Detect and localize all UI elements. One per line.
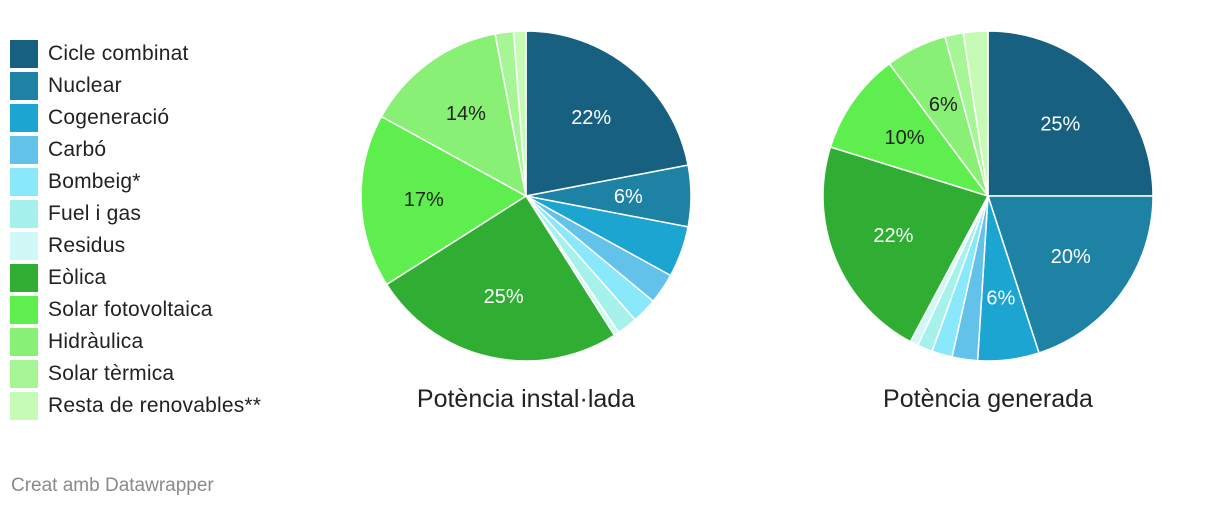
pie-slice	[987, 30, 1154, 197]
legend-item: Residus	[10, 230, 330, 262]
legend-swatch	[10, 296, 38, 324]
legend-swatch	[10, 392, 38, 420]
legend-swatch	[10, 360, 38, 388]
legend-item: Nuclear	[10, 70, 330, 102]
legend-item: Bombeig*	[10, 166, 330, 198]
legend-item: Cogeneració	[10, 102, 330, 134]
legend-label: Solar tèrmica	[48, 362, 175, 385]
legend-label: Cogeneració	[48, 106, 170, 129]
pie-slice	[385, 194, 616, 362]
legend-label: Eòlica	[48, 266, 107, 289]
pie-slice	[525, 30, 689, 197]
legend-item: Solar tèrmica	[10, 358, 330, 390]
pie-chart: 25%20%6%22%10%6%Potència generada	[822, 30, 1154, 413]
slice-label: 25%	[484, 286, 524, 308]
legend-item: Carbó	[10, 134, 330, 166]
credit-text: Creat amb Datawrapper	[11, 475, 214, 496]
legend-label: Hidràulica	[48, 330, 144, 353]
legend-label: Carbó	[48, 138, 107, 161]
chart-title: Potència generada	[883, 385, 1093, 413]
pie-chart: 22% 6% 25% 17% 14% Potència instal·lada	[360, 30, 692, 413]
slice-label: 14%	[446, 103, 486, 125]
legend-item: Solar fotovoltaica	[10, 294, 330, 326]
legend-label: Nuclear	[48, 74, 122, 97]
slice-label: 6%	[986, 287, 1015, 309]
slice-label: 6%	[929, 94, 958, 116]
legend-swatch	[10, 200, 38, 228]
pie-slice	[829, 62, 990, 198]
legend-item: Resta de renovables**	[10, 390, 330, 422]
legend-label: Resta de renovables**	[48, 394, 262, 417]
pie-slice	[986, 195, 1154, 354]
slice-label: 10%	[884, 127, 924, 149]
slice-label: 22%	[571, 107, 611, 129]
slice-label: 17%	[404, 189, 444, 211]
slice-label: 20%	[1051, 246, 1091, 268]
legend-swatch	[10, 104, 38, 132]
legend-label: Fuel i gas	[48, 202, 142, 225]
legend: Cicle combinat Nuclear Cogeneració Carbó Bom…	[10, 38, 330, 422]
slice-label: 25%	[1040, 114, 1080, 136]
pie-slice	[512, 30, 527, 197]
pie-slice	[380, 33, 528, 198]
pie-slice	[360, 115, 528, 286]
legend-swatch	[10, 72, 38, 100]
legend-label: Residus	[48, 234, 126, 257]
legend-swatch	[10, 328, 38, 356]
legend-swatch	[10, 264, 38, 292]
slice-label: 22%	[873, 225, 913, 247]
pie-slice	[822, 146, 990, 343]
legend-label: Cicle combinat	[48, 42, 189, 65]
chart-title: Potència instal·lada	[417, 385, 635, 413]
legend-swatch	[10, 40, 38, 68]
slice-label: 6%	[614, 186, 643, 208]
legend-item: Eòlica	[10, 262, 330, 294]
legend-item: Hidràulica	[10, 326, 330, 358]
pie-slice	[962, 30, 989, 197]
legend-label: Solar fotovoltaica	[48, 298, 213, 321]
legend-item: Fuel i gas	[10, 198, 330, 230]
legend-item: Cicle combinat	[10, 38, 330, 70]
legend-label: Bombeig*	[48, 170, 141, 193]
legend-swatch	[10, 136, 38, 164]
legend-swatch	[10, 232, 38, 260]
legend-swatch	[10, 168, 38, 196]
